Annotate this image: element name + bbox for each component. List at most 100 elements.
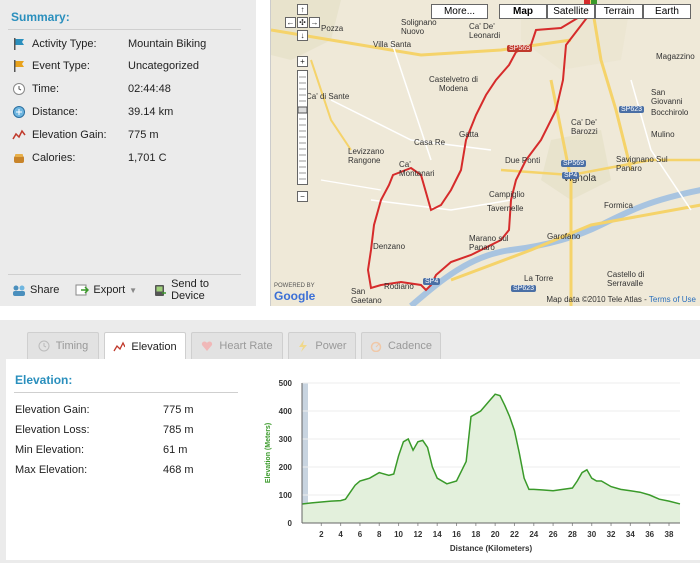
map-type-satellite-button[interactable]: Satellite — [547, 4, 595, 19]
x-tick-label: 18 — [471, 530, 480, 539]
map-label: Villa Santa — [373, 40, 412, 49]
y-tick-label: 300 — [279, 435, 293, 444]
elevation-series-line — [301, 393, 681, 505]
elevation-label: Elevation Loss: — [15, 424, 90, 436]
pan-down-icon[interactable]: ↓ — [297, 30, 308, 41]
powered-by-label: POWERED BY — [274, 283, 315, 289]
tab-label: Elevation — [131, 340, 177, 353]
x-tick-label: 12 — [413, 530, 422, 539]
tab-elevation[interactable]: Elevation — [104, 332, 186, 360]
summary-value: 39.14 km — [128, 106, 174, 118]
x-tick-label: 22 — [510, 530, 519, 539]
x-tick-label: 10 — [394, 530, 403, 539]
map-label: Due Ponti — [505, 156, 541, 165]
share-button[interactable]: Share — [12, 283, 59, 297]
chevron-down-icon: ▼ — [129, 285, 138, 295]
export-button[interactable]: Export ▼ — [75, 283, 137, 297]
x-tick-label: 30 — [587, 530, 596, 539]
clock-icon — [12, 82, 26, 96]
zoom-slider[interactable] — [297, 70, 308, 185]
summary-row-calories: Calories: 1,701 C — [12, 150, 167, 166]
map-label: Rodiano — [384, 282, 414, 291]
cadence-icon — [370, 340, 382, 353]
map-label: Tavernelle — [487, 204, 524, 213]
summary-title: Summary: — [11, 10, 70, 24]
map-label: Formica — [604, 201, 633, 210]
map-label: Marano sul Panaro — [469, 234, 509, 252]
elevation-value: 61 m — [163, 444, 188, 456]
pan-up-icon[interactable]: ↑ — [297, 4, 308, 15]
zoom-control: ↑ ← ✣ → ↓ + − — [277, 4, 320, 204]
terms-of-use-link[interactable]: Terms of Use — [648, 295, 696, 304]
summary-label: Distance: — [32, 106, 78, 118]
zoom-out-icon[interactable]: − — [297, 191, 308, 202]
elevation-value: 785 m — [163, 424, 194, 436]
map-label: Garofano — [547, 232, 581, 241]
tab-power[interactable]: Power — [288, 332, 356, 359]
y-axis-label: Elevation (Meters) — [265, 423, 272, 483]
y-tick-label: 400 — [279, 407, 293, 416]
tab-label: Timing — [55, 340, 89, 352]
lightning-icon — [297, 340, 309, 352]
zoom-in-icon[interactable]: + — [297, 56, 308, 67]
tab-label: Cadence — [387, 340, 433, 352]
summary-label: Event Type: — [32, 60, 90, 72]
summary-value: 02:44:48 — [128, 83, 171, 95]
calories-icon — [12, 151, 26, 165]
send-to-device-button[interactable]: Send to Device — [153, 278, 236, 302]
summary-label: Activity Type: — [32, 38, 97, 50]
elevation-value: 468 m — [163, 464, 194, 476]
pan-left-icon[interactable]: ← — [285, 17, 296, 28]
route-map[interactable]: Pozza Solignano Nuovo Ca' De' Leonardi V… — [270, 0, 700, 306]
x-tick-label: 8 — [377, 530, 382, 539]
distance-icon — [12, 105, 26, 119]
elevation-title: Elevation: — [15, 373, 73, 387]
elevation-label: Elevation Gain: — [15, 404, 90, 416]
x-tick-label: 20 — [491, 530, 500, 539]
elevation-row: Elevation Loss: 785 m — [15, 424, 194, 438]
road-label: SP569 — [507, 45, 533, 52]
map-label: Levizzano Rangone — [348, 147, 385, 165]
flag-icon — [12, 59, 26, 73]
summary-label: Time: — [32, 83, 60, 95]
map-label: Gatta — [459, 130, 479, 139]
actions-divider — [8, 274, 241, 275]
map-type-earth-button[interactable]: Earth — [643, 4, 691, 19]
tab-cadence[interactable]: Cadence — [361, 332, 441, 359]
map-label: Ca' De' Leonardi — [469, 22, 501, 40]
y-tick-label: 100 — [279, 491, 293, 500]
map-label: Castello di Serravalle — [607, 270, 645, 288]
map-label: Bocchirolo — [651, 108, 689, 117]
x-axis-label: Distance (Kilometers) — [450, 544, 533, 553]
map-label: Denzano — [373, 242, 406, 251]
tab-label: Power — [315, 340, 347, 352]
y-tick-label: 500 — [279, 379, 293, 388]
x-tick-label: 38 — [665, 530, 674, 539]
elevation-label: Min Elevation: — [15, 444, 85, 456]
summary-row-activity-type: Activity Type: Mountain Biking — [12, 36, 206, 52]
summary-row-time: Time: 02:44:48 — [12, 81, 171, 97]
google-logo: POWERED BY Google — [274, 283, 315, 303]
map-label: Castelvetro di Modena — [429, 75, 478, 93]
map-label: Ca' Montanari — [399, 160, 435, 178]
summary-row-distance: Distance: 39.14 km — [12, 104, 173, 120]
tab-heart-rate[interactable]: Heart Rate — [191, 332, 283, 359]
map-label: Pozza — [321, 24, 344, 33]
pan-center-icon[interactable]: ✣ — [297, 17, 308, 28]
share-label: Share — [30, 284, 60, 296]
map-label: Ca' De' Barozzi — [571, 118, 598, 136]
tab-timing[interactable]: Timing — [27, 332, 99, 359]
pan-right-icon[interactable]: → — [309, 17, 320, 28]
summary-value: 1,701 C — [128, 152, 167, 164]
map-more-button[interactable]: More... — [431, 4, 488, 19]
elevation-row: Max Elevation: 468 m — [15, 464, 194, 478]
map-type-map-button[interactable]: Map — [499, 4, 547, 19]
summary-value: Uncategorized — [128, 60, 199, 72]
elevation-icon — [12, 128, 26, 142]
map-type-terrain-button[interactable]: Terrain — [595, 4, 643, 19]
clock-icon — [38, 340, 50, 352]
road-label: SP623 — [619, 106, 645, 113]
export-label: Export — [93, 284, 126, 296]
map-label: San Gaetano — [351, 287, 382, 305]
